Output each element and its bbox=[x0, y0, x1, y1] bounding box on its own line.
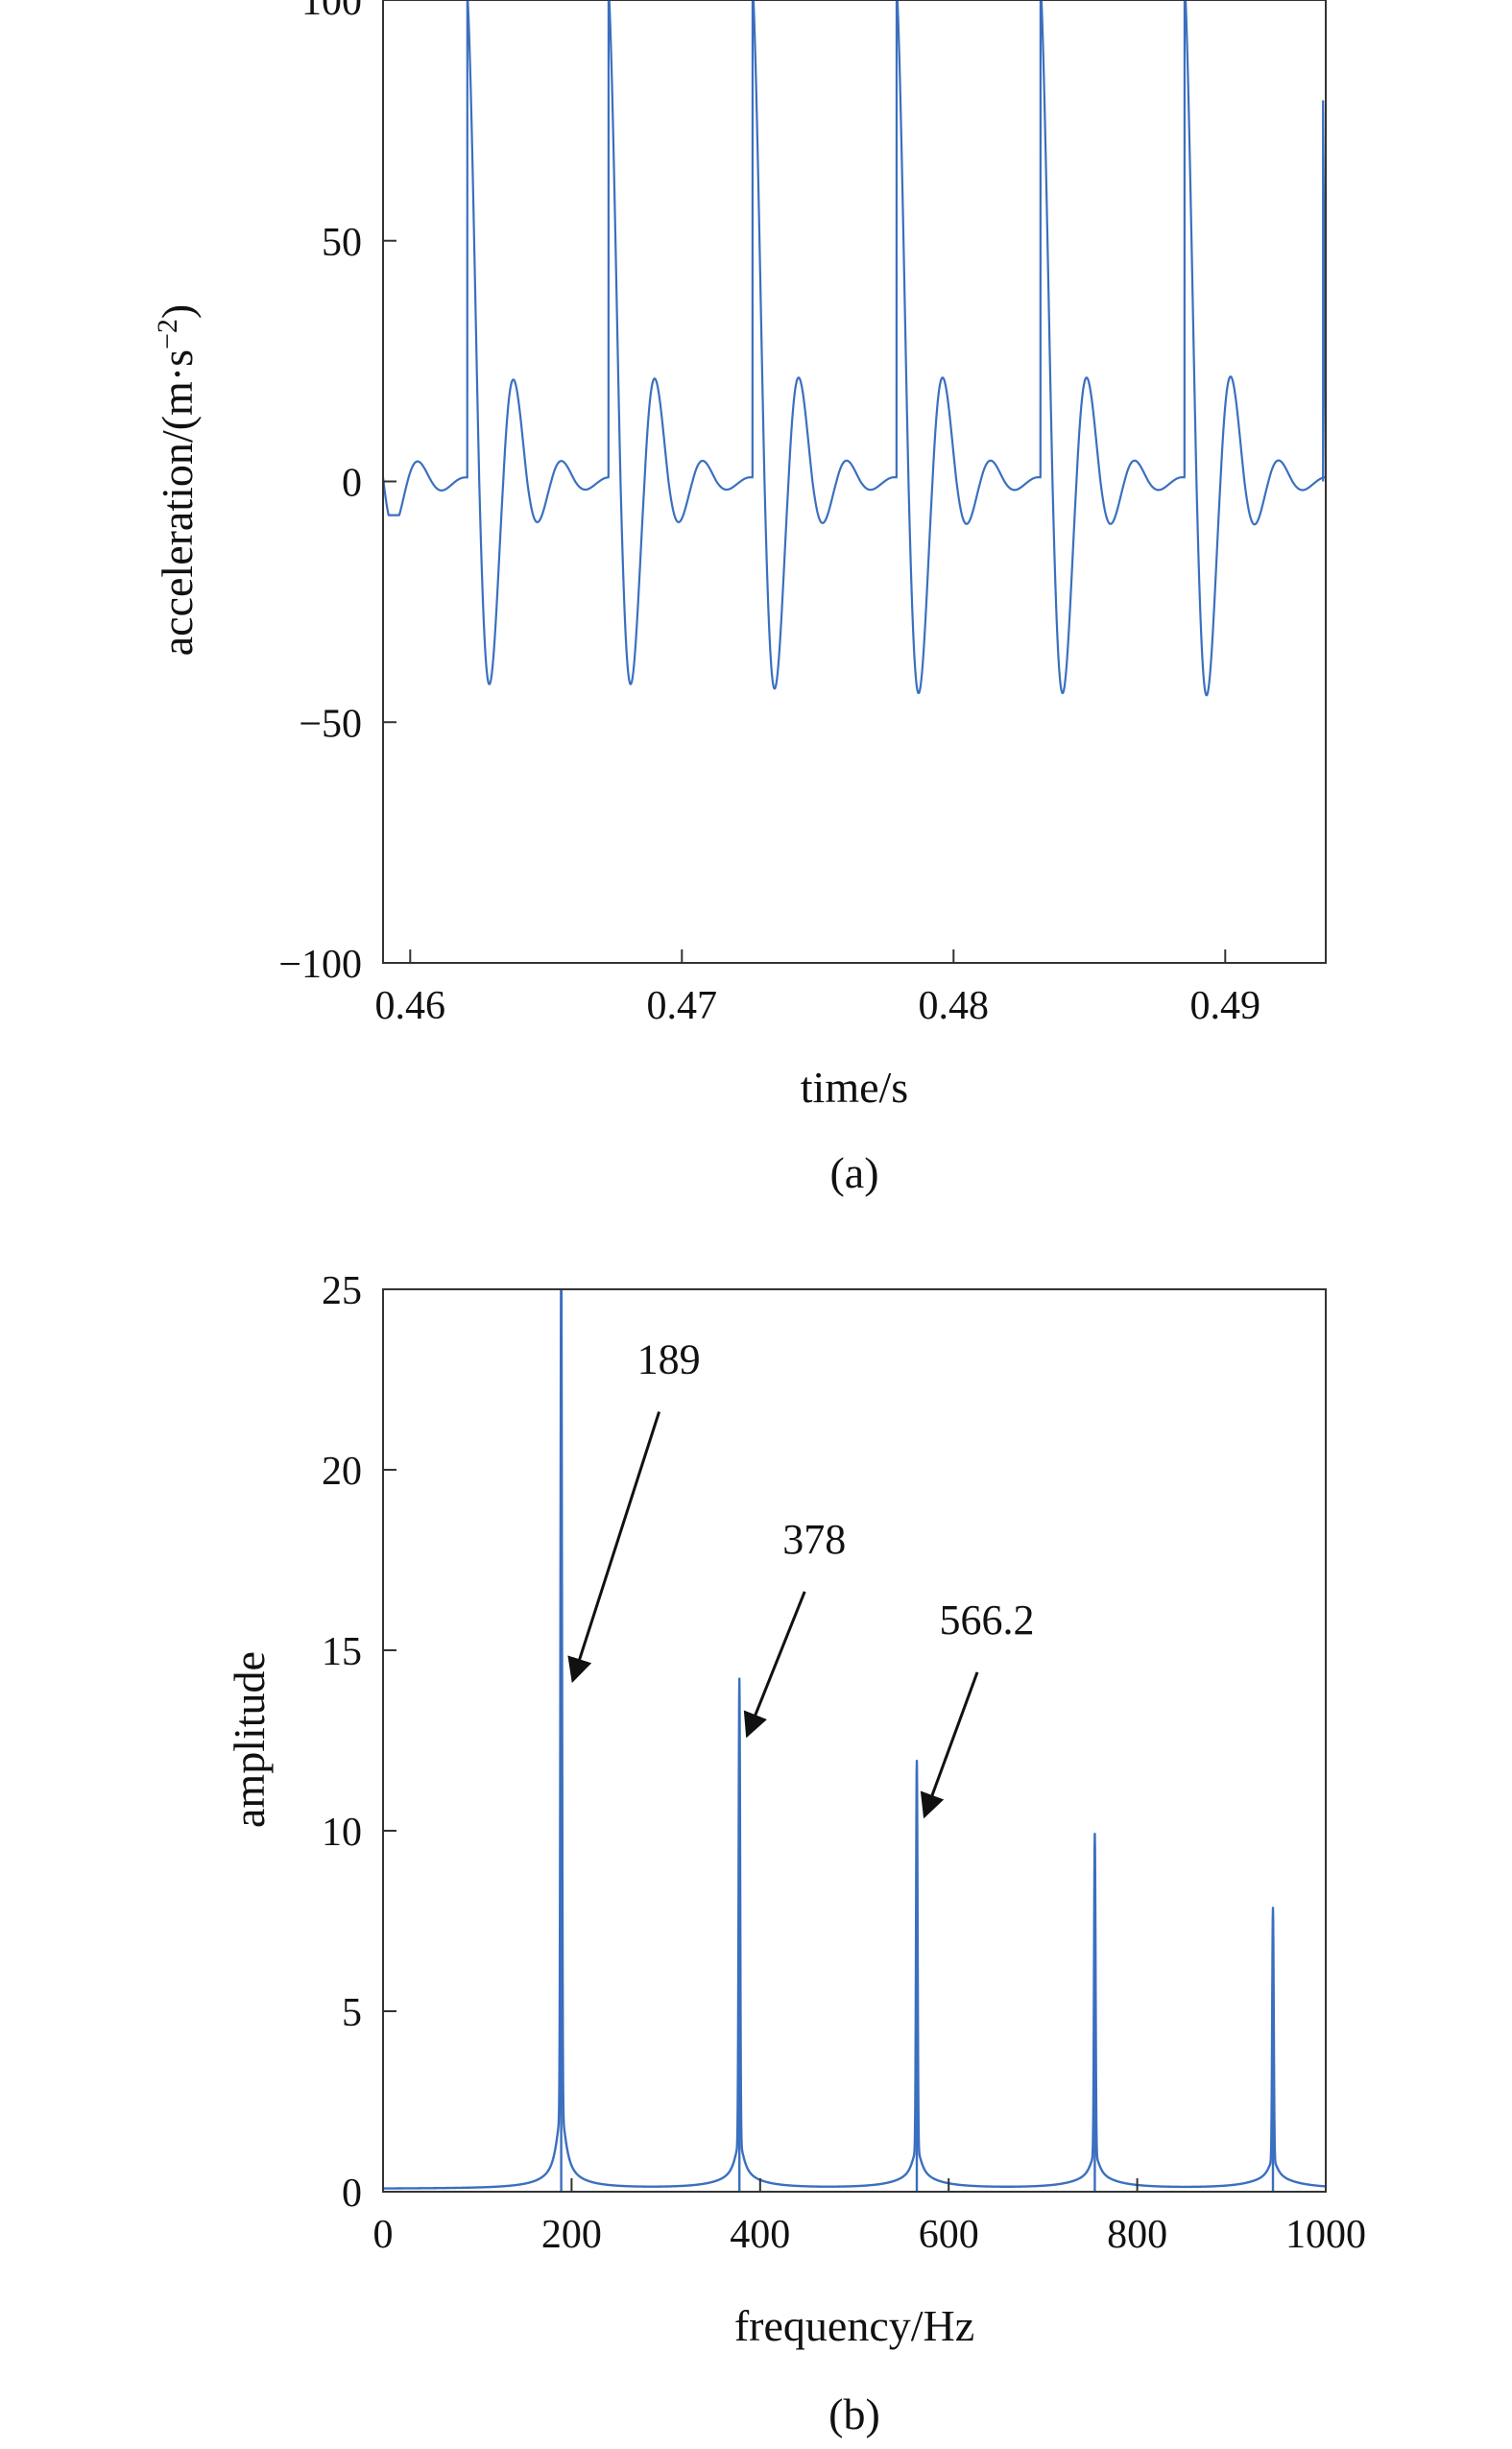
panel-b-annotation-label: 189 bbox=[637, 1336, 701, 1383]
panel-b-annotation-arrow bbox=[743, 1591, 806, 1739]
panel-a-caption: (a) bbox=[829, 1148, 878, 1197]
panel-a-y-axis-title: acceleration/(m·s−2) bbox=[152, 304, 202, 657]
panel-a-x-tick-label: 0.47 bbox=[647, 984, 718, 1028]
panel-a-y-tick-label: 0 bbox=[342, 462, 362, 506]
panel-b-x-tick-label: 1000 bbox=[1285, 2213, 1366, 2257]
panel-a-x-tick-label: 0.48 bbox=[919, 984, 990, 1028]
panel-b-annotation-arrow bbox=[567, 1411, 661, 1684]
panel-b-x-tick-label: 200 bbox=[541, 2213, 602, 2257]
panel-b-caption: (b) bbox=[828, 2389, 880, 2438]
panel-b-x-tick-label: 0 bbox=[373, 2213, 394, 2257]
panel-b-x-tick-label: 800 bbox=[1107, 2213, 1167, 2257]
panel-b-x-tick-label: 600 bbox=[919, 2213, 979, 2257]
panel-b-annotations: 189 378 566.2 bbox=[567, 1336, 1035, 1819]
panel-b-series-line bbox=[382, 1287, 1327, 2190]
panel-b-annotation-label: 566.2 bbox=[940, 1597, 1035, 1644]
panel-b-y-tick-label: 10 bbox=[322, 1811, 362, 1855]
panel-a-x-tick-label: 0.49 bbox=[1190, 984, 1261, 1028]
panel-a-y-tick-label: −50 bbox=[299, 702, 362, 746]
panel-a-time-signal: 0.46 0.47 0.48 0.49 100 50 0 −50 −100 time/s acc… bbox=[152, 0, 1328, 1197]
panel-a-y-tick-label: 100 bbox=[301, 0, 362, 24]
panel-b-y-tick-label: 15 bbox=[322, 1630, 362, 1674]
panel-b-annotation-arrow bbox=[920, 1671, 979, 1819]
panel-a-x-axis-title: time/s bbox=[801, 1063, 908, 1112]
panel-b-y-axis-title: amplitude bbox=[225, 1651, 274, 1828]
panel-b-plot-frame bbox=[382, 1288, 1327, 2193]
panel-b-y-tick-label: 0 bbox=[342, 2172, 362, 2216]
panel-b-annotation-label: 378 bbox=[782, 1516, 846, 1563]
panel-a-y-axis-title-superscript: −2 bbox=[152, 319, 183, 349]
panel-a-y-tick-label: −100 bbox=[278, 943, 362, 987]
panel-b-y-tick-label: 25 bbox=[322, 1269, 362, 1313]
panel-a-ticks: 0.46 0.47 0.48 0.49 100 50 0 −50 −100 bbox=[278, 0, 1260, 1028]
panel-a-y-axis-title-end: ) bbox=[153, 304, 202, 319]
panel-a-y-axis-title-main: acceleration/(m·s bbox=[153, 349, 202, 656]
panel-b-x-axis-title: frequency/Hz bbox=[734, 2301, 974, 2350]
panel-b-y-tick-label: 20 bbox=[322, 1450, 362, 1494]
panel-b-ticks: 0 200 400 600 800 1000 0 5 10 15 20 25 bbox=[322, 1269, 1366, 2257]
panel-b-x-tick-label: 400 bbox=[730, 2213, 790, 2257]
panel-b-y-tick-label: 5 bbox=[342, 1991, 362, 2035]
panel-a-y-tick-label: 50 bbox=[322, 221, 362, 265]
panel-a-x-tick-label: 0.46 bbox=[375, 984, 446, 1028]
panel-a-series-line bbox=[381, 0, 1328, 697]
